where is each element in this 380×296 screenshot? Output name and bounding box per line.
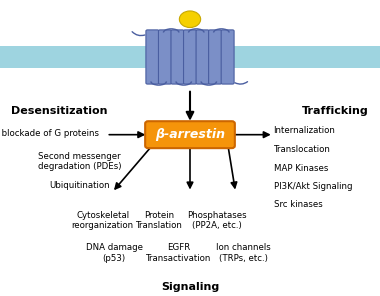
FancyBboxPatch shape	[184, 30, 196, 84]
FancyBboxPatch shape	[221, 30, 234, 84]
FancyBboxPatch shape	[146, 30, 159, 84]
FancyBboxPatch shape	[196, 30, 209, 84]
Text: Src kinases: Src kinases	[274, 200, 322, 209]
Text: Internalization: Internalization	[274, 126, 336, 135]
Text: DNA damage
(p53): DNA damage (p53)	[86, 243, 142, 263]
Text: Steric blockade of G proteins: Steric blockade of G proteins	[0, 129, 99, 138]
FancyBboxPatch shape	[171, 30, 184, 84]
Text: β-arrestin: β-arrestin	[155, 128, 225, 141]
Text: Ubiquitination: Ubiquitination	[49, 181, 110, 189]
FancyBboxPatch shape	[145, 121, 235, 148]
Text: Desensitization: Desensitization	[11, 106, 108, 116]
Text: Protein
Translation: Protein Translation	[136, 211, 183, 230]
Text: Cytoskeletal
reorganization: Cytoskeletal reorganization	[71, 211, 134, 230]
Text: MAP Kinases: MAP Kinases	[274, 164, 328, 173]
Text: EGFR
Transactivation: EGFR Transactivation	[146, 243, 211, 263]
Text: Second messenger
degradation (PDEs): Second messenger degradation (PDEs)	[38, 152, 122, 171]
Text: Phosphatases
(PP2A, etc.): Phosphatases (PP2A, etc.)	[187, 211, 246, 230]
FancyBboxPatch shape	[209, 30, 222, 84]
Circle shape	[179, 11, 201, 28]
Text: Signaling: Signaling	[161, 282, 219, 292]
Text: Translocation: Translocation	[274, 145, 331, 154]
FancyBboxPatch shape	[158, 30, 171, 84]
Text: Ion channels
(TRPs, etc.): Ion channels (TRPs, etc.)	[216, 243, 271, 263]
Bar	[0, 46, 380, 68]
Text: PI3K/Akt Signaling: PI3K/Akt Signaling	[274, 182, 352, 191]
Text: Trafficking: Trafficking	[302, 106, 369, 116]
